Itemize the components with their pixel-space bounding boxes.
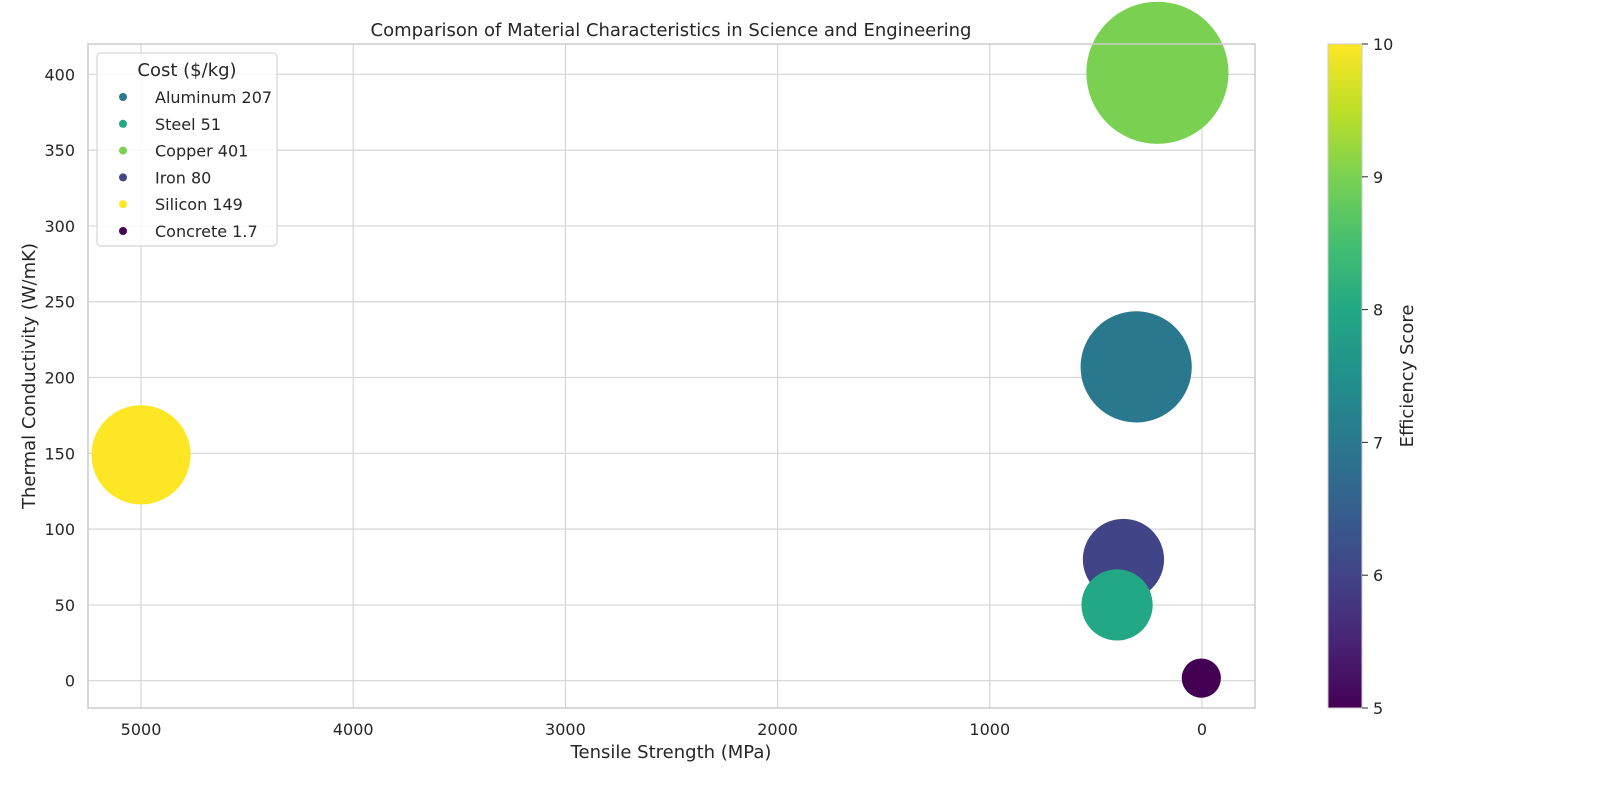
legend: Cost ($/kg) Aluminum 207 Steel 51 Copper 4…: [96, 52, 278, 247]
x-tick-label: 4000: [333, 720, 374, 739]
x-tick-label: 1000: [969, 720, 1010, 739]
legend-entries: Aluminum 207 Steel 51 Copper 401 Iron 80 Sil…: [119, 88, 272, 241]
y-tick-label: 200: [44, 369, 75, 388]
legend-entry-label: Copper 401: [155, 142, 248, 161]
colorbar-gradient: [1327, 43, 1363, 709]
y-tick-label: 50: [55, 596, 75, 615]
legend-entry-label: Iron 80: [155, 168, 211, 187]
x-tick-label: 3000: [545, 720, 586, 739]
x-tick-label: 2000: [757, 720, 798, 739]
scatter-point: [1081, 569, 1153, 641]
y-tick-label: 150: [44, 444, 75, 463]
y-axis-label: Thermal Conductivity (W/mK): [19, 243, 40, 510]
legend-marker: [119, 200, 127, 209]
colorbar-tick-label: 9: [1373, 168, 1383, 187]
legend-entry-label: Steel 51: [155, 115, 221, 134]
scatter-point: [91, 405, 191, 505]
scatter-point: [1181, 658, 1221, 698]
x-axis-label: Tensile Strength (MPa): [570, 742, 772, 763]
grid-lines: [88, 44, 1255, 708]
legend-entry-label: Silicon 149: [155, 195, 243, 214]
legend-entry-label: Concrete 1.7: [155, 222, 258, 241]
y-tick-label: 0: [65, 672, 75, 691]
plot-area: 5000 4000 3000 2000 1000 0 0 50 100 150 200 250 300…: [44, 1, 1256, 739]
y-tick-label: 350: [44, 141, 75, 160]
legend-marker: [119, 146, 127, 155]
legend-marker: [119, 93, 127, 101]
colorbar-tick-label: 5: [1373, 699, 1383, 718]
colorbar-tick-label: 7: [1373, 433, 1383, 452]
chart-title: Comparison of Material Characteristics i…: [371, 20, 972, 41]
colorbar-tick-label: 8: [1373, 301, 1383, 320]
colorbar-ticks: 5 6 7 8 9 10: [1362, 35, 1393, 718]
x-tick-label: 0: [1197, 720, 1207, 739]
scatter-points: [91, 1, 1229, 698]
y-tick-labels: 0 50 100 150 200 250 300 350 400: [44, 65, 75, 690]
y-tick-label: 100: [44, 520, 75, 539]
legend-marker: [119, 119, 127, 128]
legend-marker: [119, 173, 127, 182]
legend-box: [96, 52, 278, 247]
x-tick-label: 5000: [121, 720, 162, 739]
y-tick-label: 250: [44, 293, 75, 312]
legend-marker: [119, 227, 127, 235]
plot-background: [88, 44, 1255, 708]
x-tick-labels: 5000 4000 3000 2000 1000 0: [121, 720, 1207, 739]
colorbar-label: Efficiency Score: [1397, 305, 1418, 448]
legend-title: Cost ($/kg): [137, 60, 236, 81]
colorbar-tick-label: 6: [1373, 566, 1383, 585]
colorbar: 5 6 7 8 9 10 Efficiency Score: [1327, 35, 1418, 718]
y-tick-label: 300: [44, 217, 75, 236]
y-tick-label: 400: [44, 65, 75, 84]
plot-frame: [87, 43, 1256, 709]
legend-entry-label: Aluminum 207: [155, 88, 272, 107]
colorbar-tick-label: 10: [1373, 35, 1393, 54]
scatter-point: [1086, 1, 1229, 144]
scatter-point: [1080, 311, 1192, 423]
